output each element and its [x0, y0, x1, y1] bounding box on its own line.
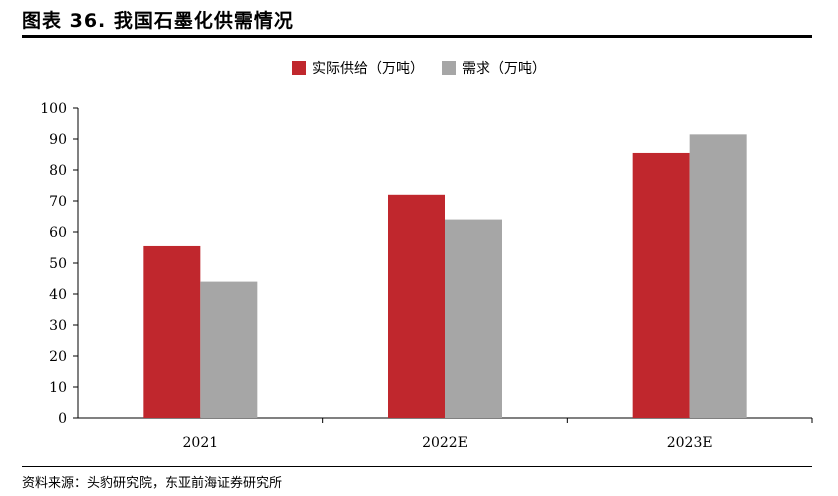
legend-swatch-supply [292, 61, 306, 75]
y-tick-label: 50 [49, 256, 67, 272]
y-tick-label: 60 [49, 225, 67, 241]
x-tick-label: 2021 [183, 435, 219, 451]
title-rule [22, 35, 812, 38]
legend-label-demand: 需求（万吨） [462, 61, 546, 77]
source-rule [22, 466, 812, 467]
y-tick-label: 20 [49, 349, 67, 365]
y-tick-label: 40 [49, 287, 67, 303]
figure-title: 图表 36. 我国石墨化供需情况 [22, 10, 294, 32]
chart-legend: 实际供给（万吨） 需求（万吨） [0, 58, 838, 78]
x-tick-label: 2023E [667, 435, 713, 451]
bar-supply [632, 152, 690, 418]
y-tick-label: 0 [58, 411, 67, 427]
legend-swatch-demand [442, 61, 456, 75]
y-tick-label: 70 [49, 194, 67, 210]
y-tick-label: 90 [49, 132, 67, 148]
y-tick-label: 30 [49, 318, 67, 334]
y-tick-label: 10 [49, 380, 67, 396]
source-note: 资料来源：头豹研究院，东亚前海证券研究所 [22, 476, 283, 491]
legend-label-supply: 实际供给（万吨） [312, 61, 424, 77]
y-tick-label: 100 [40, 101, 67, 117]
bar-supply [143, 245, 201, 418]
y-tick-label: 80 [49, 163, 67, 179]
legend-item-supply: 实际供给（万吨） [292, 58, 424, 78]
bar-supply [388, 194, 445, 418]
legend-item-demand: 需求（万吨） [442, 58, 546, 78]
bar-demand [200, 281, 258, 418]
x-tick-label: 2022E [422, 435, 468, 451]
bar-demand [689, 134, 747, 418]
bar-demand [445, 219, 502, 418]
